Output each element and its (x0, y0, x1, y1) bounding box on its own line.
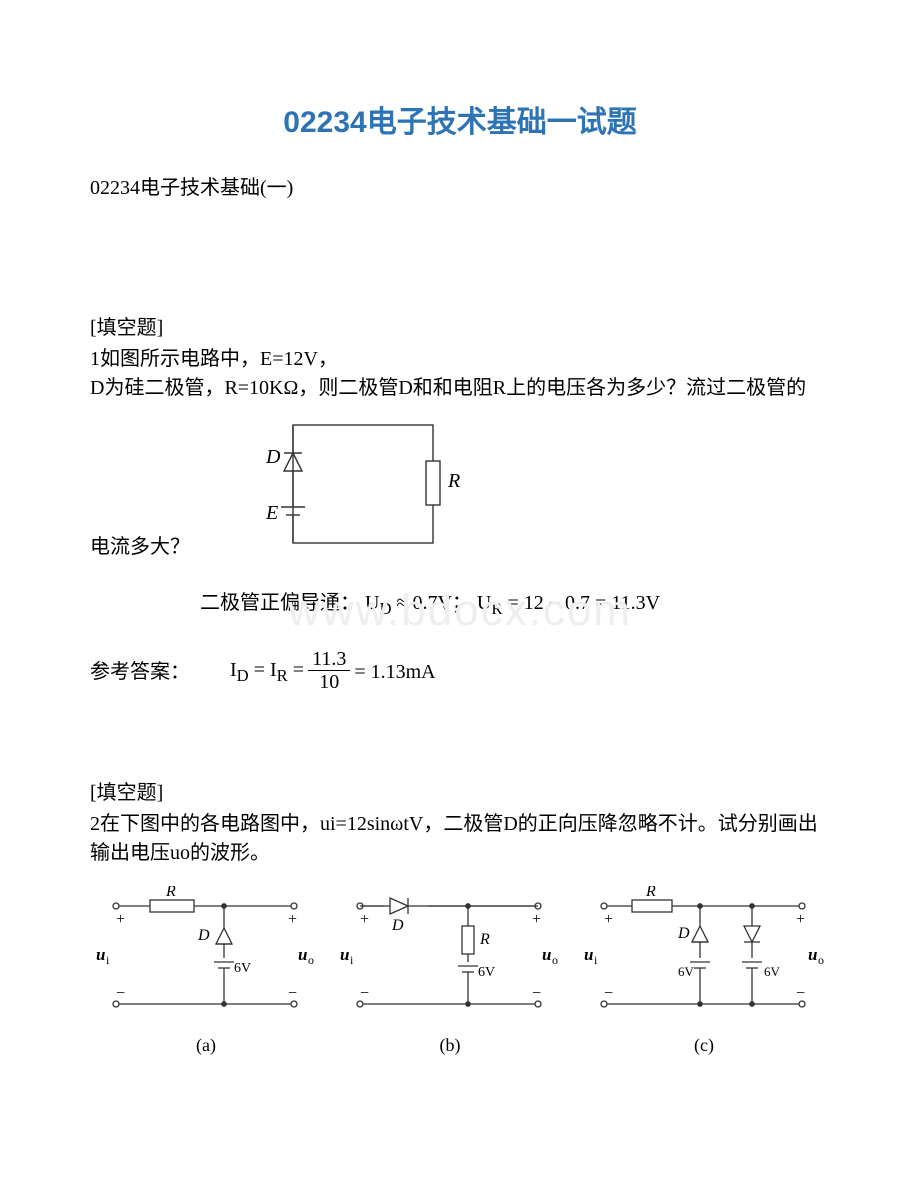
svg-text:−: − (360, 985, 369, 1002)
svg-text:6V: 6V (234, 961, 251, 976)
svg-text:+: + (604, 911, 613, 928)
circuit-b: D R 6V (338, 886, 562, 1059)
svg-text:−: − (796, 985, 805, 1002)
svg-text:6V: 6V (678, 964, 695, 979)
question-1: [填空题] 1如图所示电路中，E=12V， D为硅二极管，R=10KΩ，则二极管… (90, 313, 830, 566)
q2-text: 2在下图中的各电路图中，ui=12sinωtV，二极管D的正向压降忽略不计。试分… (90, 810, 830, 868)
svg-text:+: + (796, 911, 805, 928)
svg-text:+: + (532, 911, 541, 928)
caption-a: (a) (196, 1032, 216, 1059)
svg-text:i: i (106, 953, 110, 967)
svg-text:i: i (350, 953, 354, 967)
svg-text:u: u (340, 945, 349, 964)
svg-text:R: R (645, 886, 656, 900)
svg-text:+: + (360, 911, 369, 928)
svg-text:E: E (265, 502, 278, 524)
svg-text:R: R (447, 470, 460, 492)
q1-line1: 1如图所示电路中，E=12V， (90, 345, 830, 374)
page-title: 02234电子技术基础一试题 (90, 100, 830, 145)
svg-text:−: − (116, 985, 125, 1002)
answer-line2: 参考答案： ID = IR = 11.3 10 = 1.13mA (90, 649, 830, 694)
circuit-a: R D 6V (94, 886, 318, 1059)
svg-text:D: D (265, 446, 281, 468)
svg-text:D: D (677, 925, 690, 942)
q2-circuits: R D 6V (90, 886, 830, 1059)
answer-line1: 二极管正偏导通： UD ≈ 0.7V； UR = 12 − 0.7 = 11.3… (200, 588, 830, 621)
svg-text:o: o (308, 953, 314, 967)
svg-text:u: u (96, 945, 105, 964)
q1-label: [填空题] (90, 313, 830, 343)
svg-text:−: − (288, 985, 297, 1002)
svg-text:6V: 6V (478, 965, 495, 980)
svg-text:o: o (552, 953, 558, 967)
q1-circuit-diagram: D E R (248, 407, 468, 566)
answer-block: 二极管正偏导通： UD ≈ 0.7V； UR = 12 − 0.7 = 11.3… (90, 588, 830, 694)
page-subtitle: 02234电子技术基础(一) (90, 173, 830, 203)
svg-text:−: − (604, 985, 613, 1002)
svg-text:R: R (479, 931, 490, 948)
svg-text:D: D (197, 927, 210, 944)
svg-text:+: + (116, 911, 125, 928)
svg-text:u: u (808, 945, 817, 964)
svg-text:u: u (542, 945, 551, 964)
caption-b: (b) (440, 1032, 461, 1059)
caption-c: (c) (694, 1032, 714, 1059)
svg-text:o: o (818, 953, 824, 967)
svg-text:D: D (391, 917, 404, 934)
svg-text:u: u (298, 945, 307, 964)
q2-label: [填空题] (90, 778, 830, 808)
q1-line2: D为硅二极管，R=10KΩ，则二极管D和和电阻R上的电压各为多少？流过二极管的 (90, 374, 830, 403)
q1-tail: 电流多大？ (90, 532, 190, 566)
svg-text:i: i (594, 953, 598, 967)
svg-text:R: R (165, 886, 176, 900)
circuit-c: R D 6V (582, 886, 826, 1059)
question-2: [填空题] 2在下图中的各电路图中，ui=12sinωtV，二极管D的正向压降忽… (90, 778, 830, 1059)
svg-text:+: + (288, 911, 297, 928)
svg-text:u: u (584, 945, 593, 964)
svg-text:6V: 6V (764, 964, 781, 979)
svg-text:−: − (532, 985, 541, 1002)
